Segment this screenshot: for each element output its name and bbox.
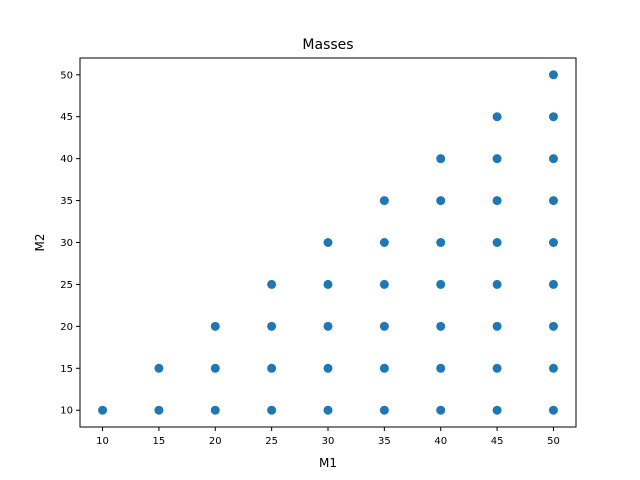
y-tick-label: 30 <box>60 238 73 249</box>
data-point <box>154 405 164 415</box>
data-point <box>436 196 446 206</box>
x-tick-label: 35 <box>378 436 391 447</box>
data-point <box>323 405 333 415</box>
data-point <box>267 363 277 373</box>
data-point <box>379 279 389 289</box>
x-ticks: 10 15 20 25 30 35 40 45 50 <box>96 427 560 447</box>
data-point <box>379 196 389 206</box>
data-point <box>548 363 558 373</box>
data-point <box>379 321 389 331</box>
data-point <box>323 279 333 289</box>
points-layer <box>98 70 558 415</box>
y-ticks: 10 15 20 25 30 35 40 45 50 <box>60 70 80 417</box>
data-point <box>210 321 220 331</box>
data-point <box>492 405 502 415</box>
x-tick-label: 10 <box>96 436 109 447</box>
data-point <box>492 196 502 206</box>
x-tick-label: 30 <box>322 436 335 447</box>
y-tick-label: 35 <box>60 196 73 207</box>
data-point <box>436 154 446 164</box>
x-tick-label: 25 <box>265 436 278 447</box>
x-axis-label: M1 <box>319 456 337 470</box>
data-point <box>323 321 333 331</box>
data-point <box>548 238 558 247</box>
data-point <box>210 405 220 415</box>
data-point <box>98 405 108 415</box>
data-point <box>492 154 502 164</box>
x-tick-label: 50 <box>547 436 560 447</box>
x-tick-label: 45 <box>491 436 504 447</box>
data-point <box>323 238 333 247</box>
data-point <box>548 70 558 80</box>
data-point <box>548 279 558 289</box>
data-point <box>492 238 502 247</box>
y-tick-label: 45 <box>60 112 73 123</box>
chart-title: Masses <box>302 37 353 53</box>
y-tick-label: 10 <box>60 406 73 417</box>
y-tick-label: 15 <box>60 364 73 375</box>
data-point <box>379 405 389 415</box>
data-point <box>436 279 446 289</box>
data-point <box>436 321 446 331</box>
data-point <box>379 363 389 373</box>
y-tick-label: 40 <box>60 154 73 165</box>
y-tick-label: 50 <box>60 70 73 81</box>
data-point <box>210 363 220 373</box>
data-point <box>436 405 446 415</box>
data-point <box>492 112 502 122</box>
y-tick-label: 20 <box>60 322 73 333</box>
y-axis-label: M2 <box>33 234 47 252</box>
data-point <box>548 321 558 331</box>
data-point <box>267 321 277 331</box>
data-point <box>548 196 558 206</box>
x-tick-label: 15 <box>153 436 166 447</box>
data-point <box>154 363 164 373</box>
data-point <box>548 154 558 164</box>
data-point <box>492 363 502 373</box>
plot-frame <box>79 57 577 428</box>
data-point <box>267 405 277 415</box>
data-point <box>323 363 333 373</box>
data-point <box>492 321 502 331</box>
x-tick-label: 20 <box>209 436 222 447</box>
data-point <box>267 279 277 289</box>
data-point <box>436 238 446 247</box>
x-tick-label: 40 <box>434 436 447 447</box>
y-tick-label: 25 <box>60 280 73 291</box>
data-point <box>379 238 389 247</box>
data-point <box>436 363 446 373</box>
data-point <box>548 112 558 122</box>
data-point <box>492 279 502 289</box>
data-point <box>548 405 558 415</box>
